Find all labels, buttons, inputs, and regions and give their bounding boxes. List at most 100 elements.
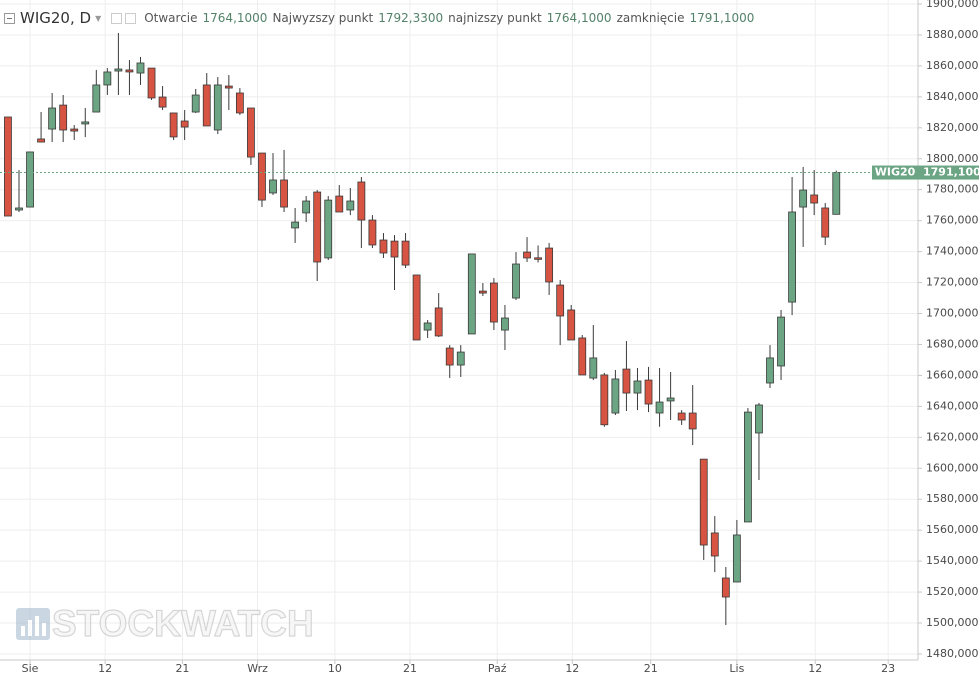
candle-body: [224, 85, 233, 89]
candle-body: [158, 96, 167, 108]
y-tick-label: 1900,0000: [926, 0, 979, 10]
x-tick-label: 21: [175, 662, 189, 675]
candle-body: [125, 69, 134, 73]
watermark-logo-bar: [35, 616, 39, 636]
candle-body: [766, 357, 774, 384]
y-tick-label: 1560,0000: [926, 523, 979, 536]
candle-body: [390, 240, 399, 258]
candle-body: [401, 240, 410, 266]
candle-body: [567, 309, 576, 341]
candle-body: [379, 239, 388, 254]
candle-body: [501, 317, 509, 331]
collapse-icon[interactable]: [4, 12, 15, 24]
candle-body: [280, 179, 288, 208]
ohlc-value: 1764,1000: [202, 11, 268, 25]
candle-body: [644, 379, 653, 405]
x-tick-label: 21: [644, 662, 658, 675]
candle-body: [512, 263, 520, 299]
candle-body: [180, 120, 189, 128]
grid: [0, 0, 918, 660]
candle-body: [810, 194, 819, 204]
candle-body: [423, 322, 432, 331]
candle-body: [37, 138, 45, 143]
candle-body: [677, 412, 686, 421]
y-tick-label: 1880,0000: [926, 28, 979, 41]
candle-body: [202, 84, 211, 127]
candle-body: [147, 67, 156, 99]
candle-body: [335, 195, 344, 213]
candle-body: [213, 84, 222, 131]
last-price-box: [918, 165, 979, 180]
watermark: STOCKWATCH: [16, 602, 314, 644]
candle-body: [755, 404, 763, 434]
candle-body: [622, 368, 631, 394]
candle-body: [346, 200, 355, 211]
x-tick-label: 21: [403, 662, 417, 675]
series-name-label: WIG20: [875, 166, 916, 179]
watermark-logo-bar: [21, 626, 25, 636]
candle-body: [81, 121, 90, 125]
x-tick-label: Wrz: [247, 662, 268, 675]
candle-body: [368, 219, 377, 246]
candle-body: [258, 152, 266, 201]
candle-body: [832, 172, 841, 215]
candle-body: [434, 307, 443, 337]
candle-body: [92, 84, 101, 113]
y-tick-label: 1800,0000: [926, 152, 979, 165]
candle-body: [633, 380, 642, 394]
y-tick-label: 1740,0000: [926, 245, 979, 258]
last-price-label: 1791,1000: [923, 166, 979, 179]
ohlc-value: 1792,3300: [378, 11, 444, 25]
candle-body: [744, 411, 752, 523]
y-tick-label: 1660,0000: [926, 368, 979, 381]
y-tick-label: 1780,0000: [926, 183, 979, 196]
watermark-text: STOCKWATCH: [52, 603, 314, 644]
candle-body: [169, 112, 178, 138]
candle-body: [103, 71, 112, 86]
x-tick-label: Paź: [488, 662, 507, 675]
y-tick-label: 1820,0000: [926, 121, 979, 134]
candle-body: [721, 577, 730, 598]
candle-body: [136, 62, 145, 74]
candle-body: [478, 290, 487, 294]
watermark-logo-bar: [28, 620, 32, 636]
candle-body: [578, 337, 587, 376]
x-tick-label: 10: [328, 662, 342, 675]
candles: [0, 32, 918, 626]
candle-body: [589, 357, 598, 379]
candle-body: [324, 199, 333, 259]
watermark-logo-bar: [42, 623, 46, 636]
y-tick-label: 1540,0000: [926, 554, 979, 567]
y-tick-label: 1860,0000: [926, 59, 979, 72]
candle-body: [291, 221, 300, 229]
ohlc-label: zamknięcie: [616, 11, 685, 25]
candle-body: [235, 92, 244, 114]
x-tick-label: 12: [98, 662, 112, 675]
candle-body: [48, 107, 57, 130]
candle-body: [821, 207, 830, 238]
candle-body: [688, 412, 697, 430]
series-name-box: [872, 165, 918, 180]
y-tick-label: 1620,0000: [926, 430, 979, 443]
settings-icon[interactable]: [111, 12, 123, 24]
candle-body: [357, 181, 366, 221]
y-tick-label: 1500,0000: [926, 616, 979, 629]
y-tick-label: 1640,0000: [926, 399, 979, 412]
candle-body: [655, 401, 664, 414]
candle-body: [732, 534, 741, 583]
dropdown-caret[interactable]: ▼: [95, 13, 102, 23]
close-icon[interactable]: [125, 12, 137, 24]
ohlc-value: 1764,1000: [546, 11, 612, 25]
candle-body: [191, 94, 200, 113]
x-tick-label: Lis: [729, 662, 744, 675]
candle-body: [313, 191, 322, 263]
candle-body: [777, 316, 785, 367]
candle-body: [611, 378, 620, 414]
candle-body: [489, 282, 498, 323]
y-tick-label: 1480,0000: [926, 647, 979, 660]
candle-body: [445, 347, 454, 366]
candle-body: [4, 116, 12, 217]
candle-body: [456, 351, 465, 366]
